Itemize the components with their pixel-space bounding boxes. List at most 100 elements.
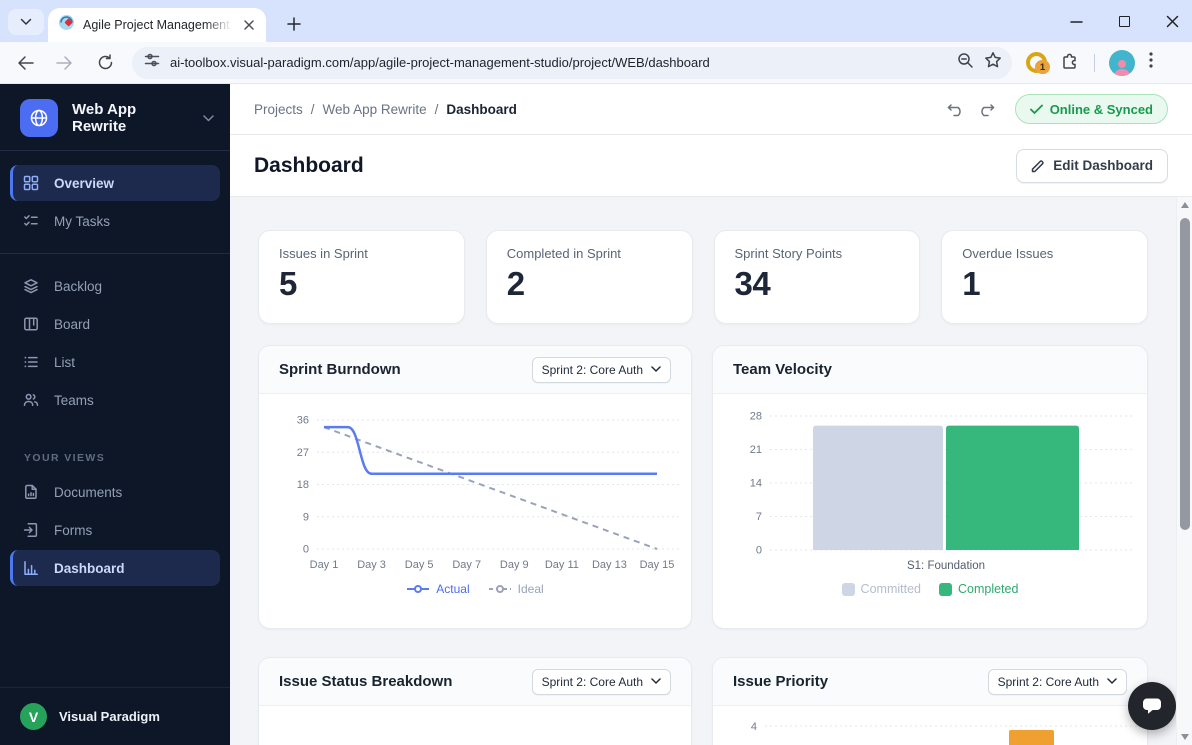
sidebar-item-teams[interactable]: Teams xyxy=(10,382,220,418)
undo-button[interactable] xyxy=(941,94,971,124)
chevron-down-icon xyxy=(1107,678,1117,685)
sprint-burndown-panel: Sprint Burndown Sprint 2: Core Auth 36 27… xyxy=(258,345,692,629)
svg-text:18: 18 xyxy=(297,479,309,491)
svg-text:Day 13: Day 13 xyxy=(592,559,627,571)
sidebar-item-list[interactable]: List xyxy=(10,344,220,380)
breadcrumb-separator: / xyxy=(435,102,439,117)
forward-button[interactable] xyxy=(48,46,82,80)
panel-title: Issue Status Breakdown xyxy=(279,673,452,690)
chat-widget-button[interactable] xyxy=(1128,682,1176,730)
sidebar-item-label: Forms xyxy=(54,523,92,538)
kpi-value: 34 xyxy=(735,265,900,303)
svg-text:S1: Foundation: S1: Foundation xyxy=(907,560,985,572)
breadcrumb-item[interactable]: Projects xyxy=(254,102,303,117)
sidebar: Web App Rewrite Overview My Tasks Backlog… xyxy=(0,84,230,745)
chevron-down-icon xyxy=(651,366,661,373)
legend-item-ideal[interactable]: Ideal xyxy=(488,582,544,596)
issue-priority-panel: Issue Priority Sprint 2: Core Auth 4 xyxy=(712,657,1148,745)
tab-title: Agile Project Management Stud xyxy=(83,18,232,32)
status-sprint-selector[interactable]: Sprint 2: Core Auth xyxy=(532,669,671,695)
svg-text:4: 4 xyxy=(751,721,757,733)
window-close-button[interactable] xyxy=(1162,11,1182,31)
edit-dashboard-button[interactable]: Edit Dashboard xyxy=(1016,149,1168,183)
svg-text:Day 15: Day 15 xyxy=(640,559,675,571)
profile-avatar[interactable] xyxy=(1109,50,1135,76)
team-velocity-panel: Team Velocity 28211470S1: Foundation Com… xyxy=(712,345,1148,629)
chevron-down-icon xyxy=(651,678,661,685)
zoom-out-icon[interactable] xyxy=(957,52,974,74)
url-bar[interactable]: ai-toolbox.visual-paradigm.com/app/agile… xyxy=(132,47,1012,79)
layers-icon xyxy=(22,277,40,295)
chevron-down-icon xyxy=(203,109,214,127)
kpi-label: Overdue Issues xyxy=(962,246,1127,261)
svg-text:0: 0 xyxy=(756,545,762,557)
redo-button[interactable] xyxy=(971,94,1001,124)
kpi-value: 5 xyxy=(279,265,444,303)
bookmark-star-icon[interactable] xyxy=(984,51,1002,74)
reload-button[interactable] xyxy=(88,46,122,80)
kpi-card: Overdue Issues 1 xyxy=(941,230,1148,324)
svg-text:21: 21 xyxy=(750,444,762,456)
breadcrumb-bar: Projects/Web App Rewrite/Dashboard Onlin… xyxy=(230,84,1192,135)
svg-text:27: 27 xyxy=(297,447,309,459)
sidebar-item-documents[interactable]: Documents xyxy=(10,474,220,510)
priority-sprint-selector[interactable]: Sprint 2: Core Auth xyxy=(988,669,1127,695)
kpi-value: 2 xyxy=(507,265,672,303)
sidebar-item-my-tasks[interactable]: My Tasks xyxy=(10,203,220,239)
breadcrumb-item[interactable]: Web App Rewrite xyxy=(323,102,427,117)
scrollbar-thumb[interactable] xyxy=(1180,218,1190,530)
scroll-down-arrow[interactable] xyxy=(1177,730,1192,744)
legend-item-completed[interactable]: Completed xyxy=(939,582,1018,596)
back-button[interactable] xyxy=(8,46,42,80)
chevron-down-icon xyxy=(20,18,32,26)
svg-text:Day 3: Day 3 xyxy=(357,559,386,571)
tab-close-icon[interactable] xyxy=(240,16,258,34)
kpi-card: Issues in Sprint5 xyxy=(258,230,465,324)
svg-text:36: 36 xyxy=(297,415,309,427)
sidebar-item-overview[interactable]: Overview xyxy=(10,165,220,201)
sidebar-item-label: Teams xyxy=(54,393,94,408)
new-tab-button[interactable] xyxy=(280,10,308,38)
document-icon xyxy=(22,483,40,501)
sidebar-item-forms[interactable]: Forms xyxy=(10,512,220,548)
burndown-sprint-selector[interactable]: Sprint 2: Core Auth xyxy=(532,357,671,383)
project-switcher[interactable]: Web App Rewrite xyxy=(0,96,230,140)
svg-text:14: 14 xyxy=(750,478,762,490)
board-icon xyxy=(22,315,40,333)
browser-tab[interactable]: Agile Project Management Stud xyxy=(48,8,266,42)
extensions-puzzle-icon[interactable] xyxy=(1061,51,1080,75)
page-scrollbar[interactable] xyxy=(1176,197,1192,745)
site-settings-icon[interactable] xyxy=(144,52,160,73)
sidebar-item-backlog[interactable]: Backlog xyxy=(10,268,220,304)
extension-badge-count: 1 xyxy=(1035,60,1050,74)
sidebar-footer: V Visual Paradigm xyxy=(0,687,230,745)
sidebar-item-label: Documents xyxy=(54,485,122,500)
browser-window: Agile Project Management Stud ai-toolbox… xyxy=(0,0,1192,745)
chat-bubble-icon xyxy=(1140,694,1164,718)
legend-item-committed[interactable]: Committed xyxy=(842,582,921,596)
sidebar-item-board[interactable]: Board xyxy=(10,306,220,342)
kpi-value: 1 xyxy=(962,265,1127,303)
your-views-label: YOUR VIEWS xyxy=(0,452,230,464)
scroll-up-arrow[interactable] xyxy=(1177,198,1192,212)
sidebar-divider xyxy=(0,253,230,254)
window-maximize-button[interactable] xyxy=(1114,11,1134,31)
tab-search-button[interactable] xyxy=(8,9,44,35)
sync-status-badge: Online & Synced xyxy=(1015,94,1168,124)
sidebar-item-dashboard[interactable]: Dashboard xyxy=(10,550,220,586)
status-chart xyxy=(259,706,691,745)
svg-text:Day 9: Day 9 xyxy=(500,559,529,571)
dashboard-content: Issues in Sprint5Completed in Sprint2Spr… xyxy=(230,197,1176,745)
legend-item-actual[interactable]: Actual xyxy=(406,582,469,596)
toolbar-divider xyxy=(1094,54,1095,72)
pencil-icon xyxy=(1031,159,1045,173)
breadcrumb: Projects/Web App Rewrite/Dashboard xyxy=(254,102,941,117)
browser-titlebar: Agile Project Management Stud xyxy=(0,0,1192,42)
extension-badge-icon[interactable]: 1 xyxy=(1026,52,1047,73)
browser-menu-kebab-icon[interactable] xyxy=(1149,52,1153,73)
list-icon xyxy=(22,353,40,371)
sidebar-item-label: Overview xyxy=(54,176,114,191)
window-minimize-button[interactable] xyxy=(1066,11,1086,31)
panel-title: Sprint Burndown xyxy=(279,361,401,378)
panel-title: Team Velocity xyxy=(733,361,832,378)
